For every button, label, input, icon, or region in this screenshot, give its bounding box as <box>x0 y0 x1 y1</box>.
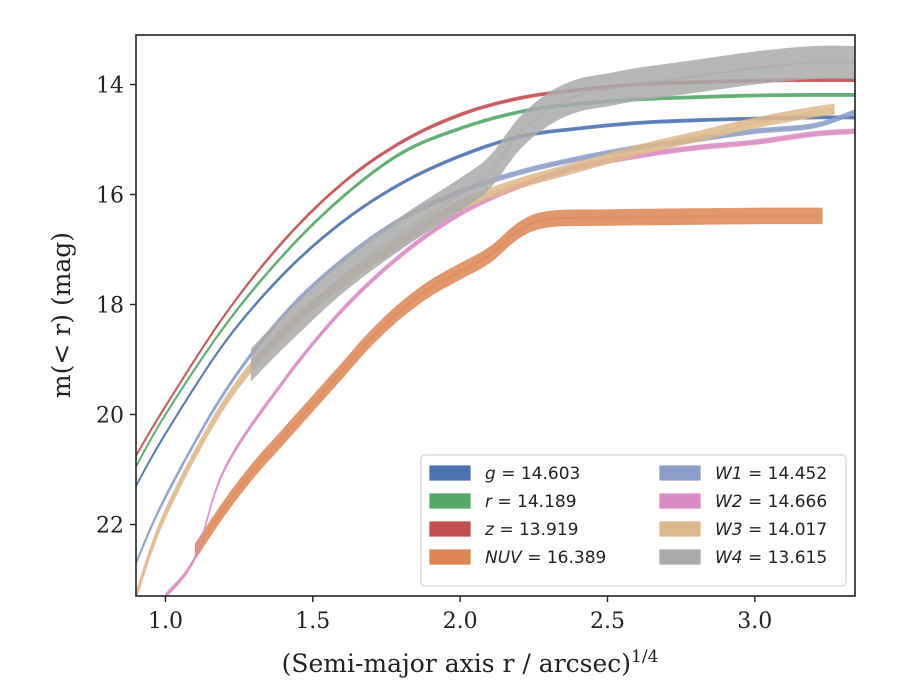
legend: g = 14.603 r = 14.189 z = 13.919 NUV = 16.3… <box>420 454 847 587</box>
y-axis-label: m(< r) (mag) <box>47 232 76 398</box>
series-NUV-line <box>194 214 823 553</box>
x-axis-label-exponent: 1/4 <box>631 647 658 667</box>
series-layer <box>136 45 855 596</box>
legend-label-g: g = 14.603 <box>485 464 580 484</box>
legend-label-z: z = 13.919 <box>484 520 578 540</box>
plot-frame <box>135 34 856 597</box>
series-W4 <box>250 45 855 382</box>
legend-swatch-z <box>428 520 472 538</box>
legend-label-W2: W2 = 14.666 <box>715 492 827 512</box>
x-axis-label-text: (Semi-major axis r / arcsec) <box>282 649 631 678</box>
series-W2 <box>164 128 855 596</box>
legend-label-r: r = 14.189 <box>485 492 577 512</box>
legend-swatch-r <box>428 492 472 510</box>
legend-swatch-W2 <box>658 492 702 510</box>
y-axis-ticks: 14 16 18 20 22 <box>96 74 136 539</box>
series-z-line <box>136 79 855 457</box>
x-tick-label: 2.0 <box>443 609 478 634</box>
series-NUV <box>194 207 823 561</box>
series-r-line <box>136 93 855 468</box>
series-r <box>136 92 855 469</box>
y-tick-label: 22 <box>96 514 124 539</box>
x-axis-ticks: 1.0 1.5 2.0 2.5 3.0 <box>148 596 772 634</box>
x-tick-label: 1.0 <box>148 609 183 634</box>
legend-swatch-NUV <box>428 548 472 566</box>
y-tick-label: 14 <box>96 74 124 99</box>
legend-swatch-g <box>428 464 472 482</box>
y-tick-label: 16 <box>96 184 124 209</box>
legend-swatch-W4 <box>658 548 702 566</box>
series-g <box>136 115 855 488</box>
legend-label-W4: W4 = 13.615 <box>715 548 827 568</box>
series-W4-line <box>250 61 855 366</box>
y-tick-label: 18 <box>96 294 124 319</box>
y-tick-label: 20 <box>96 404 124 429</box>
x-tick-label: 1.5 <box>295 609 330 634</box>
legend-swatch-W1 <box>658 464 702 482</box>
series-W2-line <box>164 130 855 596</box>
series-z-band <box>136 78 855 458</box>
legend-frame <box>420 454 847 587</box>
series-W4-band <box>250 45 855 382</box>
legend-swatch-W3 <box>658 520 702 538</box>
legend-label-W1: W1 = 14.452 <box>715 464 827 484</box>
legend-label-W3: W3 = 14.017 <box>715 520 827 540</box>
x-tick-label: 3.0 <box>737 609 772 634</box>
x-tick-label: 2.5 <box>590 609 625 634</box>
series-g-line <box>136 116 855 487</box>
series-z <box>136 78 855 458</box>
legend-label-NUV: NUV = 16.389 <box>485 548 606 568</box>
x-axis-label: (Semi-major axis r / arcsec)1/4 <box>282 647 659 678</box>
